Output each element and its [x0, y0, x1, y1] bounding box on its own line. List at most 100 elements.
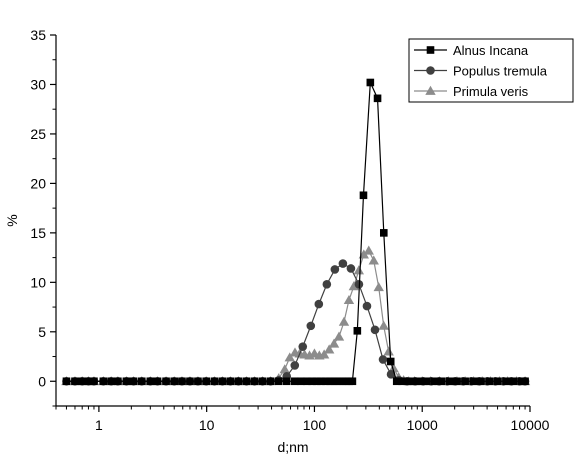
data-point-populus-tremula	[298, 342, 308, 351]
y-tick-label: 25	[30, 126, 46, 142]
data-point-alnus-incana	[297, 377, 305, 386]
data-point-alnus-incana	[373, 94, 382, 103]
data-point-populus-tremula	[322, 280, 332, 289]
data-point-alnus-incana	[290, 377, 299, 386]
data-point-alnus-incana	[178, 377, 186, 386]
data-point-alnus-incana	[317, 377, 325, 386]
data-point-alnus-incana	[398, 377, 406, 386]
legend: Alnus Incana Populus tremula Primula veris	[408, 38, 574, 103]
data-point-alnus-incana	[509, 377, 518, 386]
data-point-primula-veris	[338, 316, 350, 326]
x-tick-label: 1000	[407, 417, 438, 433]
data-point-alnus-incana	[308, 377, 316, 386]
x-tick-label: 1	[95, 417, 103, 433]
data-point-alnus-incana	[453, 377, 461, 386]
data-point-alnus-incana	[226, 377, 235, 386]
legend-item-populus-tremula: Populus tremula	[414, 64, 548, 79]
data-point-alnus-incana	[90, 377, 98, 386]
data-point-alnus-incana	[359, 191, 368, 200]
y-tick-label: 30	[30, 76, 46, 92]
data-point-primula-veris	[318, 349, 330, 359]
data-point-populus-tremula	[386, 370, 396, 379]
y-tick-label: 10	[30, 274, 46, 290]
x-tick-label: 10000	[511, 417, 550, 433]
data-point-alnus-incana	[330, 377, 338, 386]
legend-marker-populus-tremula	[426, 66, 435, 75]
data-point-alnus-incana	[502, 377, 510, 386]
axes: 1 10 100 1000 10000 0 5 10 15 20 25 30 35 d;nm %	[4, 27, 550, 455]
data-point-alnus-incana	[170, 377, 179, 386]
data-point-primula-veris	[363, 245, 374, 255]
data-point-alnus-incana	[303, 377, 311, 386]
data-point-primula-veris	[333, 331, 345, 341]
data-point-alnus-incana	[312, 377, 321, 386]
data-point-populus-tremula	[290, 361, 300, 370]
x-tick-label: 100	[303, 417, 327, 433]
data-point-alnus-incana	[78, 377, 86, 386]
legend-item-primula-veris: Primula veris	[414, 84, 529, 99]
data-point-alnus-incana	[477, 377, 485, 386]
data-point-primula-veris	[368, 255, 379, 265]
data-point-alnus-incana	[242, 377, 251, 386]
data-point-alnus-incana	[416, 377, 424, 386]
data-point-alnus-incana	[353, 327, 362, 335]
data-point-alnus-incana	[437, 377, 446, 386]
data-point-alnus-incana	[334, 377, 342, 386]
data-point-alnus-incana	[366, 78, 375, 87]
data-point-primula-veris	[279, 364, 290, 374]
data-point-alnus-incana	[386, 357, 395, 366]
data-point-populus-tremula	[378, 355, 388, 364]
data-point-alnus-incana	[485, 377, 494, 386]
plot-area	[61, 78, 531, 386]
data-point-primula-veris	[284, 352, 295, 362]
data-point-primula-veris	[323, 344, 335, 354]
data-point-populus-tremula	[370, 325, 380, 335]
legend-item-alnus-incana: Alnus Incana	[414, 43, 529, 58]
data-point-alnus-incana	[137, 377, 146, 386]
data-point-alnus-incana	[162, 377, 170, 386]
data-point-alnus-incana	[210, 377, 219, 386]
data-point-alnus-incana	[114, 377, 122, 386]
series-line-alnus-incana	[66, 82, 526, 382]
x-tick-label: 10	[199, 417, 215, 433]
data-point-primula-veris	[378, 320, 389, 330]
data-point-primula-veris	[388, 363, 399, 373]
y-tick-label: 35	[30, 27, 46, 43]
data-point-alnus-incana	[129, 377, 138, 386]
data-point-alnus-incana	[122, 377, 131, 386]
data-point-alnus-incana	[234, 377, 243, 386]
data-point-alnus-incana	[282, 377, 291, 386]
y-tick-label: 20	[30, 175, 46, 191]
data-point-alnus-incana	[403, 377, 412, 386]
data-point-alnus-incana	[422, 377, 431, 386]
data-point-alnus-incana	[326, 377, 334, 386]
series-alnus-incana	[62, 78, 529, 386]
data-point-alnus-incana	[379, 229, 388, 237]
y-tick-label: 5	[38, 324, 46, 340]
data-point-primula-veris	[383, 346, 394, 356]
data-point-alnus-incana	[258, 377, 267, 386]
data-point-alnus-incana	[322, 377, 330, 386]
data-point-alnus-incana	[250, 377, 259, 386]
data-point-primula-veris	[328, 338, 340, 348]
data-point-alnus-incana	[266, 377, 275, 386]
data-point-alnus-incana	[146, 377, 155, 386]
data-point-alnus-incana	[493, 377, 502, 386]
data-point-alnus-incana	[409, 377, 417, 386]
data-point-alnus-incana	[84, 377, 93, 386]
data-point-alnus-incana	[202, 377, 210, 386]
y-ticks: 0 5 10 15 20 25 30 35	[30, 27, 56, 407]
y-tick-label: 15	[30, 225, 46, 241]
data-point-alnus-incana	[99, 377, 108, 386]
data-point-primula-veris	[348, 281, 360, 291]
x-axis-title: d;nm	[277, 439, 308, 455]
data-point-alnus-incana	[469, 377, 478, 386]
data-point-alnus-incana	[153, 377, 162, 386]
data-point-alnus-incana	[348, 377, 357, 386]
data-point-populus-tremula	[338, 259, 348, 268]
data-point-alnus-incana	[107, 377, 115, 386]
y-axis-title: %	[4, 214, 20, 226]
data-point-populus-tremula	[346, 264, 356, 273]
x-ticks: 1 10 100 1000 10000	[55, 406, 550, 433]
